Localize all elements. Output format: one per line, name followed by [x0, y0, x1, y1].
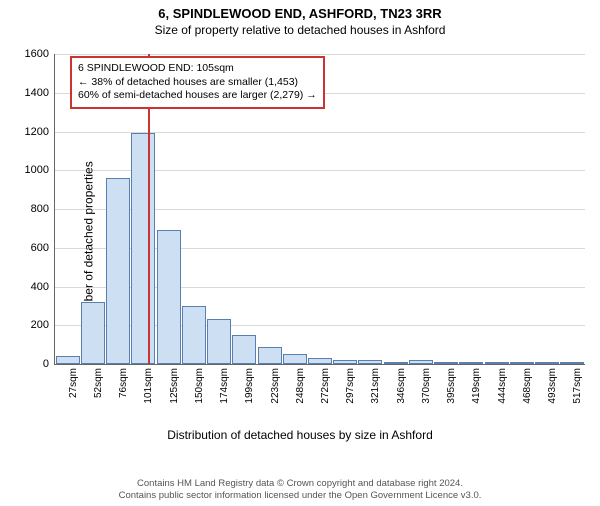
- x-tick-label: 27sqm: [68, 368, 79, 398]
- footer-attribution: Contains HM Land Registry data © Crown c…: [0, 478, 600, 502]
- histogram-bar: [485, 362, 509, 364]
- x-tick-label: 346sqm: [396, 368, 407, 404]
- x-axis-label: Distribution of detached houses by size …: [0, 428, 600, 442]
- x-tick-label: 101sqm: [143, 368, 154, 404]
- y-tick-label: 0: [43, 358, 49, 370]
- histogram-bar: [333, 360, 357, 364]
- y-tick-label: 1000: [25, 164, 49, 176]
- chart-title-sub: Size of property relative to detached ho…: [0, 23, 600, 37]
- histogram-bar: [510, 362, 534, 364]
- y-tick-label: 600: [31, 242, 49, 254]
- footer-line-1: Contains HM Land Registry data © Crown c…: [0, 478, 600, 490]
- info-line-2: ← 38% of detached houses are smaller (1,…: [78, 76, 317, 90]
- histogram-bar: [434, 362, 458, 364]
- x-tick-label: 223sqm: [270, 368, 281, 404]
- histogram-bar: [81, 302, 105, 364]
- histogram-bar: [106, 178, 130, 364]
- info-line-3: 60% of semi-detached houses are larger (…: [78, 89, 317, 103]
- histogram-bar: [358, 360, 382, 364]
- histogram-bar: [560, 362, 584, 364]
- histogram-bar: [56, 356, 80, 364]
- x-tick-label: 395sqm: [446, 368, 457, 404]
- histogram-bar: [157, 230, 181, 364]
- histogram-bar: [283, 354, 307, 364]
- footer-line-2: Contains public sector information licen…: [0, 490, 600, 502]
- histogram-bar: [131, 133, 155, 364]
- histogram-bar: [459, 362, 483, 364]
- x-tick-label: 493sqm: [547, 368, 558, 404]
- x-tick-label: 52sqm: [93, 368, 104, 398]
- y-tick-label: 1600: [25, 48, 49, 60]
- x-tick-label: 321sqm: [370, 368, 381, 404]
- x-tick-label: 272sqm: [320, 368, 331, 404]
- histogram-bar: [258, 347, 282, 364]
- x-tick-label: 150sqm: [194, 368, 205, 404]
- histogram-bar: [182, 306, 206, 364]
- y-tick-label: 800: [31, 203, 49, 215]
- histogram-bar: [409, 360, 433, 364]
- histogram-bar: [232, 335, 256, 364]
- y-tick-label: 1200: [25, 126, 49, 138]
- x-tick-label: 174sqm: [219, 368, 230, 404]
- x-tick-label: 444sqm: [497, 368, 508, 404]
- x-tick-label: 248sqm: [295, 368, 306, 404]
- x-tick-label: 76sqm: [118, 368, 129, 398]
- x-tick-label: 297sqm: [345, 368, 356, 404]
- grid-line: [55, 132, 585, 133]
- chart-title-main: 6, SPINDLEWOOD END, ASHFORD, TN23 3RR: [0, 6, 600, 21]
- marker-info-box: 6 SPINDLEWOOD END: 105sqm ← 38% of detac…: [70, 56, 325, 109]
- y-tick-label: 200: [31, 319, 49, 331]
- x-tick-label: 517sqm: [572, 368, 583, 404]
- y-tick-label: 1400: [25, 87, 49, 99]
- x-tick-label: 125sqm: [169, 368, 180, 404]
- grid-line: [55, 54, 585, 55]
- x-tick-label: 419sqm: [471, 368, 482, 404]
- histogram-bar: [384, 362, 408, 364]
- x-tick-label: 199sqm: [244, 368, 255, 404]
- y-tick-label: 400: [31, 281, 49, 293]
- info-line-1: 6 SPINDLEWOOD END: 105sqm: [78, 62, 317, 76]
- histogram-bar: [535, 362, 559, 364]
- histogram-bar: [308, 358, 332, 364]
- x-tick-label: 370sqm: [421, 368, 432, 404]
- x-tick-label: 468sqm: [522, 368, 533, 404]
- histogram-bar: [207, 319, 231, 364]
